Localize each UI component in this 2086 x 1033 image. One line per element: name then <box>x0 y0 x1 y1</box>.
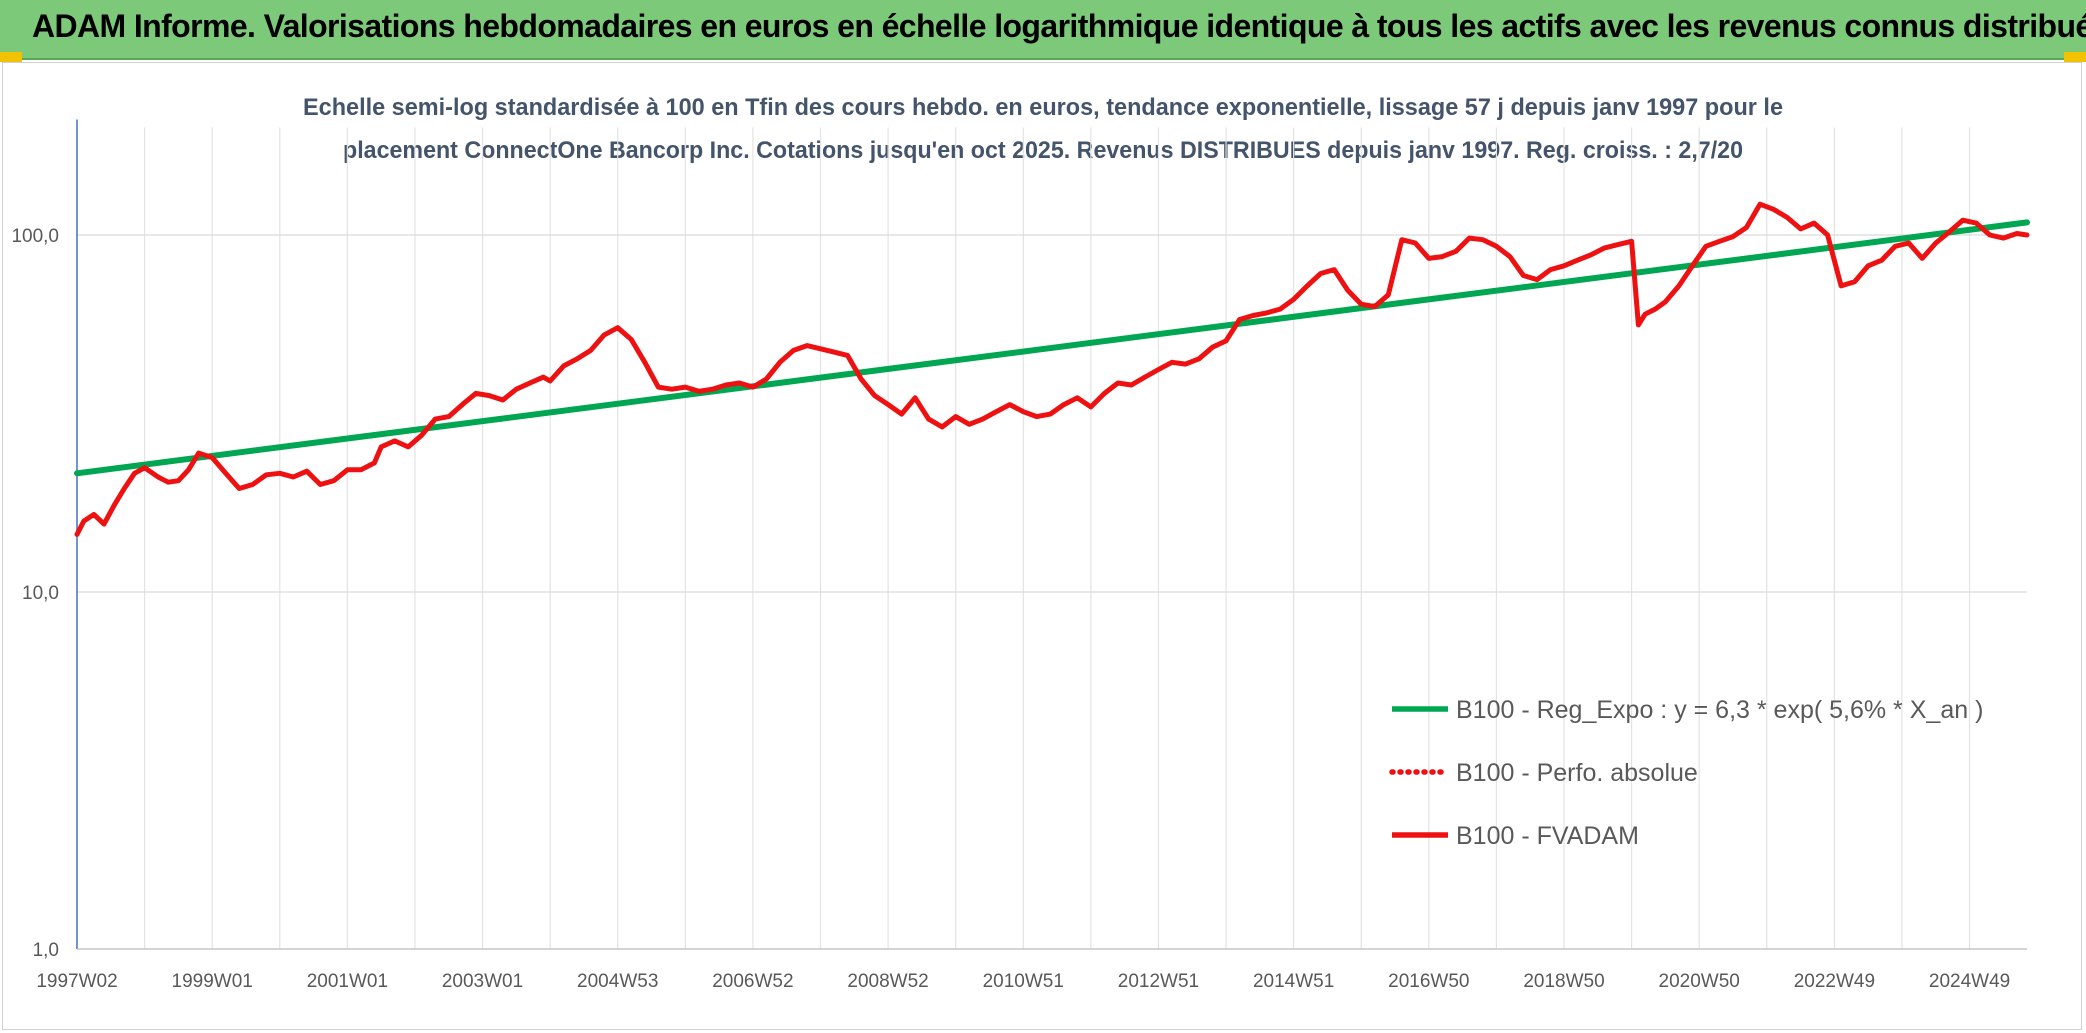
x-tick-label: 2003W01 <box>442 971 523 992</box>
x-tick-label: 2006W52 <box>712 971 793 992</box>
series-line-2 <box>74 201 2030 537</box>
x-tick-label: 2008W52 <box>847 971 928 992</box>
y-tick-label: 100,0 <box>11 226 59 247</box>
x-tick-label: 2001W01 <box>307 971 388 992</box>
legend-label: B100 - Perfo. absolue <box>1456 759 1698 787</box>
x-tick-label: 2020W50 <box>1659 971 1740 992</box>
legend-label: B100 - FVADAM <box>1456 822 1639 850</box>
legend: B100 - Reg_Expo : y = 6,3 * exp( 5,6% * … <box>1389 696 1983 850</box>
chart-title-line-2: placement ConnectOne Bancorp Inc. Cotati… <box>343 137 1743 164</box>
x-tick-label: 2004W53 <box>577 971 658 992</box>
y-axis: 1,0 10,0 100,0 <box>11 119 78 961</box>
x-axis: 1997W02 1999W01 2001W01 2003W01 2004W53 2006W… <box>36 948 2027 992</box>
corner-marker-left <box>0 52 22 62</box>
x-tick-label: 1997W02 <box>36 971 117 992</box>
y-tick-label: 10,0 <box>22 583 59 604</box>
x-tick-label: 2018W50 <box>1523 971 1604 992</box>
x-tick-label: 2014W51 <box>1253 971 1334 992</box>
series-line-0 <box>74 219 2030 477</box>
series-group <box>74 201 2030 537</box>
x-tick-label: 2022W49 <box>1794 971 1875 992</box>
x-tick-label: 2016W50 <box>1388 971 1469 992</box>
x-tick-label: 2010W51 <box>983 971 1064 992</box>
x-tick-label: 2024W49 <box>1929 971 2010 992</box>
x-tick-label: 1999W01 <box>172 971 253 992</box>
corner-marker-right <box>2064 52 2086 62</box>
report-title: ADAM Informe. Valorisations hebdomadaire… <box>32 8 2086 44</box>
report-banner: ADAM Informe. Valorisations hebdomadaire… <box>0 0 2086 60</box>
chart-panel <box>2 62 2082 1030</box>
chart-title-line-1: Echelle semi-log standardisée à 100 en T… <box>303 94 1783 121</box>
x-tick-label: 2012W51 <box>1118 971 1199 992</box>
y-tick-label: 1,0 <box>33 940 59 961</box>
legend-label: B100 - Reg_Expo : y = 6,3 * exp( 5,6% * … <box>1456 696 1983 724</box>
grid-lines <box>76 127 2027 950</box>
